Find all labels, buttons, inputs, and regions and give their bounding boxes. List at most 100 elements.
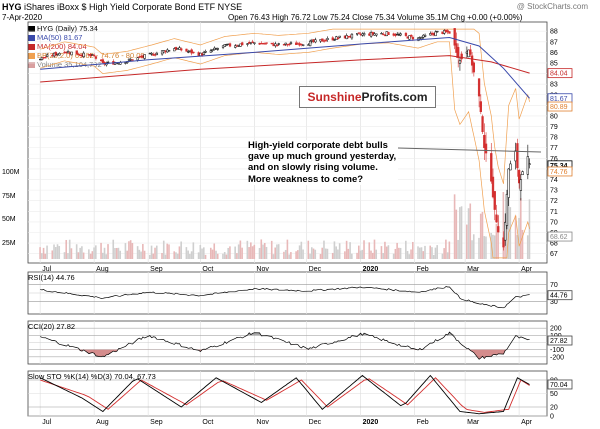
volume-bar <box>175 252 177 259</box>
volume-bar <box>349 242 351 259</box>
volume-bar <box>310 247 313 259</box>
candle-body <box>284 42 287 45</box>
x-tick-mid-5: Dec <box>309 266 322 273</box>
candle-body <box>251 41 254 43</box>
volume-bar <box>495 223 498 259</box>
volume-bar <box>192 242 195 259</box>
legend-ma50: MA(50) 81.67 <box>28 33 145 42</box>
candle-body <box>70 51 73 56</box>
candle-body <box>410 34 413 37</box>
volume-bar <box>502 192 505 259</box>
volume-bar <box>236 253 238 259</box>
price-tick-71: 71 <box>550 209 558 216</box>
candle-body <box>167 50 171 52</box>
candle-body <box>446 30 449 33</box>
volume-bar <box>263 242 266 259</box>
volume-bar <box>190 251 193 259</box>
volume-bar <box>237 244 240 259</box>
x-tick-bottom-8: Mar <box>467 419 480 426</box>
candle-body <box>124 62 127 64</box>
volume-bar <box>239 240 242 259</box>
sto-label: Slow STO %K(14) %D(3) 70.04, 67.73 <box>28 372 156 381</box>
price-tick-70: 70 <box>550 219 558 226</box>
cci-tick--100: -100 <box>550 347 564 354</box>
volume-bar <box>201 248 203 259</box>
price-tick-85: 85 <box>550 60 558 67</box>
volume-bar <box>197 252 200 259</box>
volume-bar <box>307 240 310 259</box>
candle-body <box>458 60 462 64</box>
volume-bar <box>204 254 207 259</box>
volume-bar <box>138 249 141 259</box>
right-tag-0: 84.04 <box>550 71 568 78</box>
candle-body <box>519 179 523 191</box>
volume-bar <box>143 250 146 259</box>
volume-bar <box>150 245 153 259</box>
candle-body <box>277 43 280 45</box>
volume-bar <box>213 243 216 259</box>
brand-part2: Profits.com <box>361 90 428 104</box>
volume-bar <box>331 252 334 259</box>
volume-bar <box>154 247 156 259</box>
volume-bar <box>361 249 364 259</box>
volume-bar <box>189 253 191 259</box>
volume-bar <box>140 251 142 259</box>
volume-bar <box>459 207 461 259</box>
volume-bar <box>493 235 496 259</box>
watermark: @ StockCharts.com <box>516 2 588 11</box>
volume-bar <box>382 253 384 259</box>
candle-body <box>150 53 153 55</box>
ma200-line <box>40 55 530 83</box>
volume-bar <box>429 245 432 259</box>
candle-body <box>516 143 519 169</box>
volume-bar <box>453 194 456 259</box>
volume-bar <box>227 247 229 259</box>
volume-tick-3: 100M <box>2 169 20 176</box>
candle-body <box>324 40 327 42</box>
annotation-text: High-yield corporate debt bulls gave up … <box>248 140 398 185</box>
right-tag-4: 74.76 <box>550 169 568 176</box>
sto-tag: 70.04 <box>550 382 568 389</box>
volume-bar <box>479 213 482 259</box>
candle-body <box>253 42 256 44</box>
volume-bar <box>356 252 358 259</box>
volume-bar <box>497 215 499 259</box>
volume-bar <box>298 245 301 259</box>
legend-volume-text: Volume 35,104,792 <box>37 60 102 69</box>
volume-bar <box>300 241 303 259</box>
cci-oversold-fill <box>40 349 530 360</box>
candle-body <box>228 43 232 47</box>
candle-body <box>66 51 70 54</box>
volume-bar <box>467 208 470 259</box>
candle-body <box>302 44 305 46</box>
volume-bar <box>472 234 475 259</box>
volume-bar <box>222 253 224 259</box>
volume-bar <box>101 252 104 259</box>
volume-bar <box>312 248 315 259</box>
candle-body <box>288 43 291 46</box>
volume-bar <box>384 241 386 259</box>
volume-tick-2: 75M <box>2 193 16 200</box>
volume-bar <box>93 247 95 259</box>
cci-line <box>40 331 530 360</box>
volume-bar <box>345 240 348 259</box>
candle-body <box>490 153 493 182</box>
volume-bar <box>408 254 411 259</box>
volume-bar <box>337 249 339 259</box>
legend-volume: Volume 35,104,792 <box>28 60 145 69</box>
price-tick-72: 72 <box>550 198 558 205</box>
candle-body <box>321 38 324 42</box>
volume-bar <box>176 253 179 259</box>
volume-bar <box>368 242 371 259</box>
candle-body <box>143 54 146 59</box>
sto-tick-50: 50 <box>550 391 558 398</box>
volume-bar <box>309 253 311 259</box>
candle-body <box>477 78 481 97</box>
candle-body <box>46 54 49 57</box>
volume-bar <box>526 235 529 259</box>
volume-bar <box>284 249 287 259</box>
volume-bar <box>253 244 256 259</box>
volume-bar <box>514 215 517 259</box>
volume-bar <box>432 254 435 259</box>
